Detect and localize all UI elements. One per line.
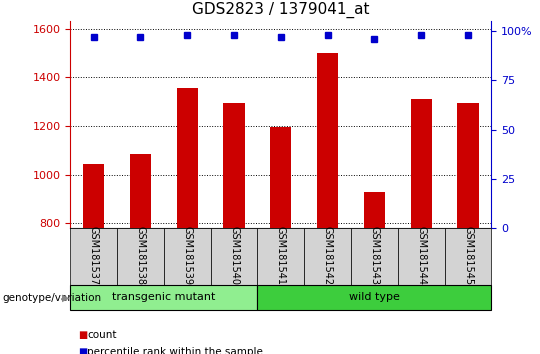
Bar <box>271 127 292 228</box>
Text: GSM181544: GSM181544 <box>416 226 426 285</box>
Bar <box>83 164 104 228</box>
Text: GSM181538: GSM181538 <box>136 226 145 285</box>
Bar <box>258 228 304 285</box>
Bar <box>457 103 478 228</box>
Text: percentile rank within the sample: percentile rank within the sample <box>87 347 264 354</box>
Bar <box>258 285 491 310</box>
Bar <box>117 228 164 285</box>
Bar <box>224 103 245 228</box>
Title: GDS2823 / 1379041_at: GDS2823 / 1379041_at <box>192 2 369 18</box>
Text: GSM181541: GSM181541 <box>276 226 286 285</box>
Bar <box>398 228 444 285</box>
Text: transgenic mutant: transgenic mutant <box>112 292 215 302</box>
Bar <box>304 228 351 285</box>
Bar <box>351 228 398 285</box>
Text: GSM181543: GSM181543 <box>369 226 380 285</box>
Bar <box>164 228 211 285</box>
Bar <box>317 53 338 228</box>
Bar <box>177 88 198 228</box>
Text: ■: ■ <box>78 347 87 354</box>
Text: GSM181545: GSM181545 <box>463 226 473 285</box>
Bar <box>211 228 258 285</box>
Text: GSM181540: GSM181540 <box>229 226 239 285</box>
Text: count: count <box>87 330 117 339</box>
Text: GSM181539: GSM181539 <box>182 226 192 285</box>
Text: GSM181537: GSM181537 <box>89 226 99 285</box>
Bar <box>130 154 151 228</box>
Text: ▶: ▶ <box>62 293 70 303</box>
Bar <box>364 192 385 228</box>
Text: wild type: wild type <box>349 292 400 302</box>
Text: GSM181542: GSM181542 <box>322 226 333 285</box>
Bar <box>70 285 258 310</box>
Bar <box>411 99 432 228</box>
Text: ■: ■ <box>78 330 87 339</box>
Bar <box>444 228 491 285</box>
Bar <box>70 228 117 285</box>
Text: genotype/variation: genotype/variation <box>3 293 102 303</box>
